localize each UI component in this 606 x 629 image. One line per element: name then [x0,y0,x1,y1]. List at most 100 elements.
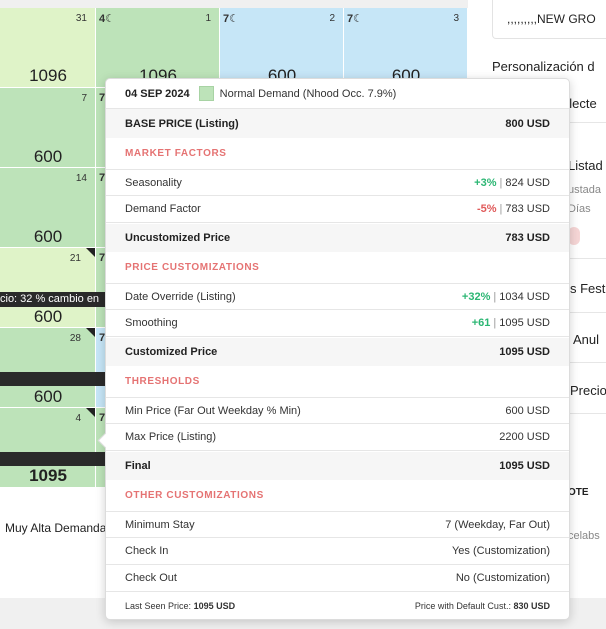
customization-flag-icon [86,408,95,417]
day-number: 3 [453,13,459,24]
uncustomized-price-value: 783 USD [505,232,550,244]
min-stay-moon-icon: 4☾ [99,13,115,25]
tooltip-date: 04 SEP 2024 [125,87,190,100]
calendar-day-cell[interactable]: 7 600 [0,88,96,168]
max-price-value: 2200 USD [499,431,550,443]
day-price: 600 [33,307,63,326]
select-field[interactable]: electe [562,96,597,111]
date-override-banner-text: cio: 32 % cambio en [0,293,100,305]
check-out-value: No (Customization) [455,572,550,584]
min-stay-moon-icon: 7☾ [223,13,239,25]
demand-color-swatch [198,86,214,101]
calendar-day-cell[interactable]: 4 1095 [0,408,96,488]
min-stay-moon-icon: 7 [99,172,106,184]
default-cust-price-value: 830 USD [513,601,550,611]
cancellations-label: Anul [573,332,600,347]
price-customizations-heading: PRICE CUSTOMIZATIONS [125,262,260,273]
max-price-row: Max Price (Listing) 2200 USD [106,424,569,451]
min-stay-moon-icon: 7 [99,252,106,264]
customization-flag-icon [86,248,95,257]
check-in-value: Yes (Customization) [451,545,550,557]
days-label: Días [568,203,591,215]
demand-factor-label: Demand Factor [125,203,201,215]
date-override-percent: +32% [461,290,491,303]
minimum-stay-value: 7 (Weekday, Far Out) [445,518,550,531]
day-price: 1095 [29,466,67,485]
legend-very-high-demand: Muy Alta Demanda [5,521,107,535]
day-price: 600 [33,387,63,406]
base-price-label: BASE PRICE (Listing) [125,117,239,130]
day-number: 2 [329,13,335,24]
base-price-row: BASE PRICE (Listing) 800 USD [106,109,569,138]
listing-label: Listad [568,158,603,173]
personalization-heading: Personalización d [492,59,595,74]
date-override-row: Date Override (Listing) +32% | 1034 USD [106,283,569,310]
check-in-label: Check In [125,545,169,557]
smoothing-row: Smoothing +61 | 1095 USD [106,310,569,337]
min-stay-moon-icon: 7 [99,332,106,344]
day-number: 31 [75,13,87,24]
min-price-value: 600 USD [505,404,550,417]
festivals-label: s Fest [570,281,606,296]
day-number: 4 [75,413,81,424]
min-stay-moon-icon: 7☾ [347,13,363,25]
check-out-row: Check Out No (Customization) [106,565,569,592]
last-seen-price-label: Last Seen Price: [125,601,192,611]
date-override-label: Date Override (Listing) [125,290,236,303]
tooltip-footer: Last Seen Price: 1095 USD Price with Def… [106,593,569,619]
smoothing-value: 1095 USD [499,317,550,329]
smoothing-delta: +61 [471,317,491,329]
thresholds-heading: THRESHOLDS [125,376,200,387]
min-stay-moon-icon: 7 [99,412,106,424]
customization-flag-icon [86,328,95,337]
group-select-value: ,,,,,,,,,NEW GRO [507,12,596,26]
group-select[interactable]: ,,,,,,,,,NEW GRO [492,0,606,39]
check-in-row: Check In Yes (Customization) [106,538,569,565]
day-number: 28 [69,333,81,344]
calendar-day-cell[interactable]: 7☾ 2 600 [220,8,344,88]
demand-factor-row: Demand Factor -5% | 783 USD [106,196,569,223]
calendar-day-cell[interactable]: 14 600 [0,168,96,248]
day-number: 14 [75,173,87,184]
uncustomized-price-row: Uncustomized Price 783 USD [106,224,569,252]
market-factors-heading: MARKET FACTORS [125,148,227,159]
seasonality-value: 824 USD [505,176,550,189]
customized-price-row: Customized Price 1095 USD [106,338,569,366]
adjusted-label: ustada [568,184,602,196]
day-number: 1 [205,13,211,24]
day-price: 600 [33,227,63,246]
day-number: 7 [81,93,87,104]
price-label: Precio [570,383,606,398]
calendar-top-strip [0,0,468,8]
demand-factor-percent: -5% [476,203,497,215]
final-price-label: Final [125,460,151,472]
min-stay-moon-icon: 7 [99,92,106,104]
max-price-label: Max Price (Listing) [125,431,217,443]
other-customizations-heading: OTHER CUSTOMIZATIONS [125,490,264,501]
seasonality-percent: +3% [474,176,497,189]
day-price: 1096 [29,66,67,85]
customized-price-label: Customized Price [125,346,218,358]
day-number: 21 [69,253,81,264]
toggle-switch[interactable] [568,227,580,245]
demand-factor-value: 783 USD [505,203,550,215]
final-price-value: 1095 USD [499,460,550,472]
calendar-day-cell[interactable]: 28 600 [0,328,96,408]
minimum-stay-label: Minimum Stay [125,518,195,531]
calendar-day-cell[interactable]: 4☾ 1 1096 [96,8,220,88]
calendar-day-cell[interactable]: 31 1096 [0,8,96,88]
default-cust-price-label: Price with Default Cust.: [414,601,511,611]
date-override-value: 1034 USD [499,290,550,303]
calendar-day-cell[interactable]: 7☾ 3 600 [344,8,468,88]
seasonality-row: Seasonality +3% | 824 USD [106,169,569,196]
check-out-label: Check Out [125,572,177,584]
last-seen-price-value: 1095 USD [193,601,236,611]
calendar-day-cell[interactable]: 21 600 [0,248,96,328]
final-price-row: Final 1095 USD [106,452,569,480]
uncustomized-price-label: Uncustomized Price [125,232,231,244]
day-price: 600 [33,147,63,166]
min-price-row: Min Price (Far Out Weekday % Min) 600 US… [106,397,569,424]
base-price-value: 800 USD [505,117,550,130]
date-override-banner [0,372,108,386]
demand-level: Normal Demand (Nhood Occ. 7.9%) [219,87,397,100]
